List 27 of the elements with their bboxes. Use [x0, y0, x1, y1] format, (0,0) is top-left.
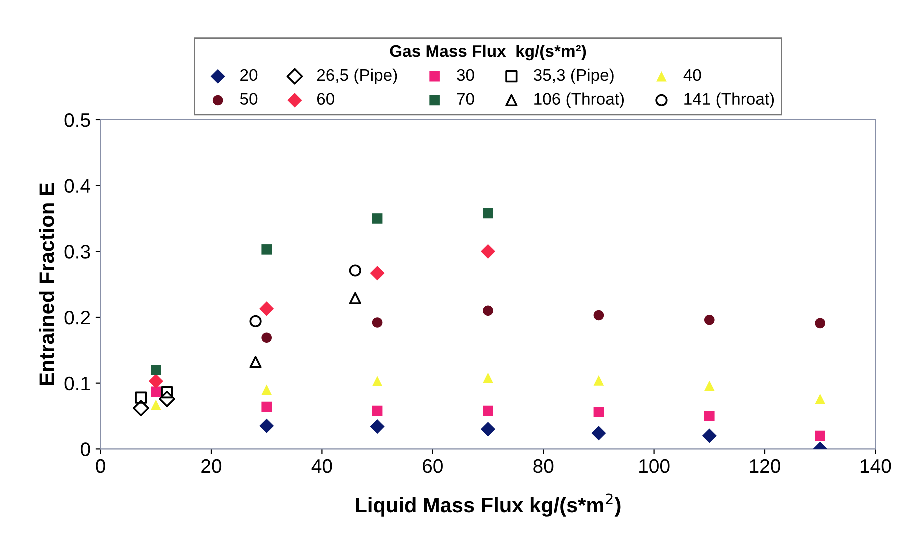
- y-tick-label: 0: [81, 442, 90, 456]
- x-tick-label: 40: [312, 459, 332, 474]
- legend-label: 50: [240, 93, 258, 106]
- legend-label: 106 (Throat): [534, 92, 624, 108]
- x-tick-label: 80: [534, 459, 554, 474]
- x-tick-label: 100: [640, 459, 670, 474]
- x-tick-label: 120: [750, 459, 780, 474]
- legend-title: Gas Mass Flux kg/(s*m²): [390, 44, 586, 61]
- x-axis-title: Liquid Mass Flux kg/(s*m$^{2}$): [356, 494, 621, 517]
- legend-label: 30: [457, 69, 474, 82]
- x-tick-label: 60: [423, 459, 443, 474]
- y-tick-label: 0.2: [64, 310, 90, 325]
- legend-label: 70: [457, 93, 474, 106]
- x-tick-label: 0: [96, 459, 106, 474]
- legend-label: 20: [240, 69, 258, 82]
- x-tick-label: 140: [860, 459, 892, 474]
- legend-label: 60: [317, 93, 335, 106]
- legend-label: 141 (Throat): [684, 92, 774, 108]
- y-axis-title: Entrained Fraction E: [39, 184, 54, 386]
- legend-label: 40: [684, 69, 702, 82]
- y-tick-label: 0.4: [64, 179, 91, 194]
- legend-label: 26,5 (Pipe): [317, 68, 398, 84]
- y-tick-label: 0.3: [64, 245, 90, 259]
- legend-label: 35,3 (Pipe): [534, 68, 614, 84]
- y-tick-label: 0.5: [64, 113, 90, 128]
- y-tick-label: 0.1: [64, 376, 90, 391]
- x-tick-label: 20: [202, 459, 222, 474]
